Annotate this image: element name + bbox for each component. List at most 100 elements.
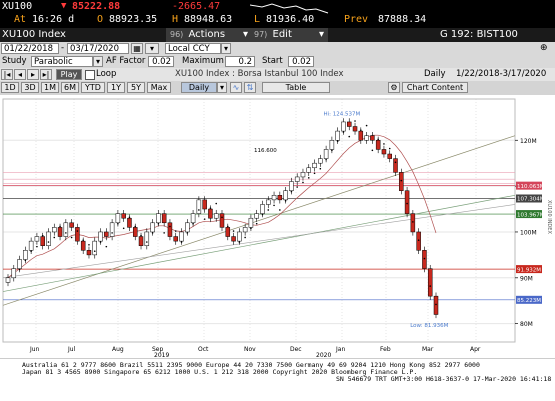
- calendar-icon[interactable]: ▦: [131, 43, 143, 54]
- price-level-label: 103.967M: [517, 212, 545, 218]
- end-date-field[interactable]: 03/17/2020: [67, 43, 129, 54]
- candle-body: [156, 213, 161, 224]
- y-tick-label: 120M: [520, 138, 537, 145]
- start-input[interactable]: 0.02: [288, 56, 314, 67]
- candle-body: [92, 240, 98, 256]
- price-level-tag: [516, 210, 542, 219]
- candle-body: [69, 222, 74, 228]
- price-chart[interactable]: Hi: 124.537M Low: 81.936M 116.600 80M 90M 10…: [0, 95, 555, 358]
- sar-dot: [273, 204, 275, 207]
- sar-dot: [261, 213, 264, 216]
- range-button-1d[interactable]: 1D: [1, 82, 19, 93]
- trend-line: [2, 204, 516, 279]
- price-level-label: 91.932M: [517, 267, 541, 273]
- range-button-1m[interactable]: 1M: [41, 82, 59, 93]
- open-value: 88923.35: [109, 14, 158, 25]
- candle-body: [364, 135, 369, 141]
- candle-body: [115, 213, 121, 224]
- actions-menu[interactable]: 96) Actions ▾: [166, 28, 252, 42]
- range-button-max[interactable]: Max: [147, 82, 171, 93]
- currency-select[interactable]: Local CCY: [165, 43, 221, 54]
- candle-body: [86, 250, 92, 256]
- loop-checkbox[interactable]: [85, 70, 95, 80]
- skip-back-icon[interactable]: |◂: [1, 69, 13, 80]
- step-back-icon[interactable]: ◂: [14, 69, 26, 80]
- sar-dot: [146, 241, 148, 243]
- edit-menu[interactable]: 97) Edit ▾: [250, 28, 328, 42]
- range-button-5y[interactable]: 5Y: [127, 82, 145, 93]
- start-date-field[interactable]: 01/22/2018: [1, 43, 59, 54]
- candle-chart-icon[interactable]: ⇅: [244, 82, 256, 93]
- candle-body: [329, 140, 335, 150]
- chart-background: [0, 95, 555, 358]
- sar-dot: [221, 216, 223, 219]
- x-tick-label: Feb: [380, 346, 391, 353]
- chevron-down-icon[interactable]: ▾: [93, 56, 103, 67]
- range-button-1y[interactable]: 1Y: [107, 82, 125, 93]
- candle-body: [57, 227, 63, 237]
- sar-dot: [209, 207, 212, 209]
- candle-body: [248, 217, 254, 228]
- sar-dot: [417, 239, 420, 242]
- skip-forward-icon[interactable]: ▸|: [40, 69, 52, 80]
- sar-dot: [99, 241, 102, 243]
- candle-body: [410, 213, 416, 233]
- line-chart-icon[interactable]: ∿: [230, 82, 242, 93]
- trend-line: [2, 135, 516, 306]
- edit-number: 97): [254, 30, 268, 39]
- candle-body: [335, 130, 340, 141]
- candle-body: [28, 240, 34, 251]
- candle-body: [242, 227, 248, 233]
- sar-dot: [41, 234, 44, 237]
- x-tick-label: Mar: [422, 346, 434, 353]
- price-level-tag: [516, 181, 542, 190]
- step-forward-icon[interactable]: ▸: [27, 69, 39, 80]
- maximum-input[interactable]: 0.2: [225, 56, 255, 67]
- candle-body: [393, 158, 398, 173]
- calendar-dropdown-icon[interactable]: ▾: [145, 43, 159, 54]
- candle-body: [161, 213, 167, 224]
- candle-body: [202, 199, 207, 210]
- range-button-3d[interactable]: 3D: [21, 82, 39, 93]
- candle-body: [127, 217, 132, 228]
- sar-dot: [307, 177, 310, 179]
- candle-body: [346, 121, 352, 127]
- lock-icon[interactable]: ⊕: [540, 43, 548, 53]
- table-button[interactable]: Table: [262, 82, 330, 93]
- sar-dot: [198, 209, 200, 211]
- range-button-6m[interactable]: 6M: [61, 82, 79, 93]
- candle-body: [323, 149, 329, 159]
- study-select[interactable]: Parabolic: [31, 56, 93, 67]
- gear-icon[interactable]: ⚙: [388, 82, 400, 93]
- chevron-down-icon: ▾: [242, 29, 248, 40]
- x-tick-label: Sep: [152, 346, 164, 353]
- low-value: 81936.40: [266, 14, 315, 25]
- play-button[interactable]: Play: [56, 69, 82, 80]
- sar-dot: [354, 120, 356, 122]
- sar-dot: [342, 131, 345, 133]
- chevron-down-icon[interactable]: ▾: [217, 82, 227, 93]
- sar-dot: [65, 232, 67, 234]
- candle-body: [225, 227, 231, 237]
- footer: Australia 61 2 9777 8600 Brazil 5511 239…: [0, 358, 555, 401]
- af-factor-input[interactable]: 0.02: [148, 56, 174, 67]
- sar-dot: [244, 236, 246, 239]
- chevron-down-icon[interactable]: ▾: [221, 43, 231, 54]
- candle-body: [254, 213, 259, 219]
- study-toolbar: Study Parabolic ▾ AF Factor 0.02 Maximum…: [0, 55, 555, 68]
- sar-dot: [435, 303, 437, 306]
- chart-content-button[interactable]: Chart Content: [402, 82, 468, 93]
- security-name[interactable]: XU100 Index: [2, 29, 66, 40]
- sar-dot: [313, 172, 316, 175]
- price-level-tag: [516, 295, 542, 304]
- candle-body: [370, 135, 375, 141]
- chart-title: XU100 Index : Borsa Istanbul 100 Index: [175, 69, 344, 79]
- candle-body: [40, 236, 45, 246]
- chart-annotation: Hi: 124.537M: [323, 112, 360, 118]
- range-button-ytd[interactable]: YTD: [81, 82, 105, 93]
- period-select[interactable]: Daily: [181, 82, 217, 93]
- candle-body: [300, 172, 306, 178]
- x-tick-label: Dec: [290, 346, 302, 353]
- start-label: Start: [262, 56, 283, 66]
- y-axis-title: XU100 INDEX: [546, 200, 552, 234]
